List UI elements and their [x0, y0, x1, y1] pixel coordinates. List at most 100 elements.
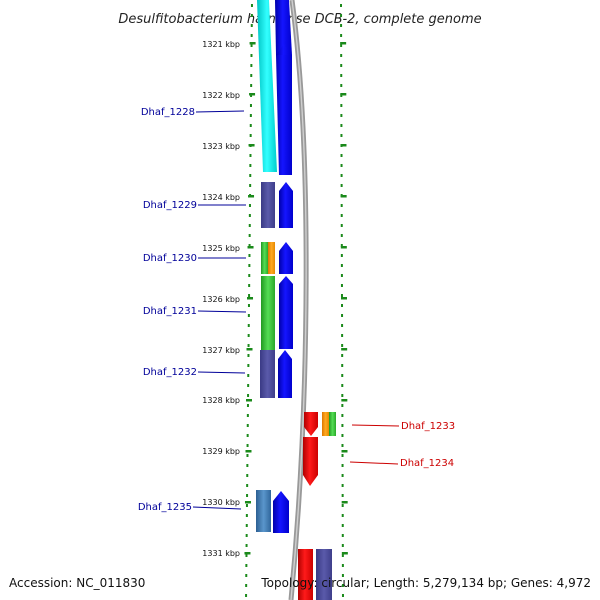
scale-label-1328: 1328 kbp	[202, 396, 240, 405]
left-rail-major-tick	[249, 93, 256, 96]
gene-arrow-dhaf-1234[interactable]	[303, 437, 318, 486]
right-rail-major-tick	[341, 501, 348, 504]
gene-arrow-dhaf-1231[interactable]	[279, 276, 293, 349]
left-rail-dot	[245, 584, 248, 587]
right-rail-dot	[340, 84, 343, 87]
scale-label-1325: 1325 kbp	[202, 244, 240, 253]
right-rail-dot	[340, 4, 343, 7]
forward-genes	[273, 0, 293, 533]
right-rail-dot	[341, 354, 344, 357]
band-dhaf-1231[interactable]	[261, 276, 275, 350]
right-rail-dot	[341, 494, 344, 497]
left-rail-dot	[248, 204, 251, 207]
right-rail-dot	[341, 374, 344, 377]
right-rail-dot	[341, 564, 344, 567]
right-tick-rail	[340, 4, 348, 597]
gene-label-dhaf-1232[interactable]: Dhaf_1232	[143, 367, 197, 378]
left-rail-major-tick	[246, 348, 253, 351]
left-rail-dot	[250, 84, 253, 87]
right-rail-dot	[341, 594, 344, 597]
left-rail-dot	[245, 544, 248, 547]
right-rail-dot	[341, 534, 344, 537]
gene-label-dhaf-1228[interactable]: Dhaf_1228	[141, 107, 195, 118]
left-rail-dot	[250, 74, 253, 77]
left-rail-major-tick	[248, 144, 255, 147]
left-rail-dot	[248, 254, 251, 257]
right-rail-dot	[340, 34, 343, 37]
left-rail-dot	[245, 594, 248, 597]
left-rail-dot	[247, 374, 250, 377]
right-rail-dot	[341, 444, 344, 447]
right-rail-major-tick	[340, 297, 347, 300]
left-rail-dot	[248, 214, 251, 217]
right-rail-dot	[340, 214, 343, 217]
feature-bands	[256, 0, 332, 600]
left-rail-dot	[250, 64, 253, 67]
left-rail-dot	[250, 44, 253, 47]
gene-arrow-bottom[interactable]	[298, 549, 313, 600]
right-rail-dot	[341, 524, 344, 527]
band-dhaf-1235[interactable]	[256, 490, 271, 532]
left-rail-dot	[245, 564, 248, 567]
gene-arrow-dhaf-1228[interactable]	[275, 0, 292, 175]
band-dhaf-1228[interactable]	[257, 0, 277, 172]
right-rail-major-tick	[340, 42, 347, 45]
right-rail-dot	[340, 224, 343, 227]
left-rail-dot	[246, 404, 249, 407]
gene-label-dhaf-1231[interactable]: Dhaf_1231	[143, 306, 197, 317]
gene-arrow-dhaf-1233[interactable]	[304, 412, 318, 436]
right-rail-dot	[341, 424, 344, 427]
left-rail-dot	[248, 284, 251, 287]
band-dhaf-1229[interactable]	[261, 182, 275, 228]
scale-label-1324: 1324 kbp	[202, 193, 240, 202]
gene-label-dhaf-1233[interactable]: Dhaf_1233	[401, 421, 455, 432]
scale-label-1327: 1327 kbp	[202, 346, 240, 355]
right-rail-dot	[341, 574, 344, 577]
gene-arrow-dhaf-1235[interactable]	[273, 491, 289, 533]
band-dhaf-1233-orange[interactable]	[322, 412, 329, 436]
left-rail-dot	[247, 364, 250, 367]
right-rail-dot	[341, 464, 344, 467]
right-rail-dot	[340, 244, 343, 247]
gene-arrow-dhaf-1229[interactable]	[279, 182, 293, 228]
left-rail-dot	[247, 304, 250, 307]
gene-arrow-dhaf-1232[interactable]	[278, 350, 292, 398]
left-rail-major-tick	[249, 42, 256, 45]
band-dhaf-1230-orange[interactable]	[268, 242, 275, 274]
left-rail-dot	[248, 274, 251, 277]
left-rail-dot	[249, 164, 252, 167]
band-dhaf-1230-green[interactable]	[261, 242, 268, 274]
left-rail-dot	[247, 394, 250, 397]
connector-dhaf-1233	[351, 424, 400, 427]
connector-dhaf-1234	[349, 461, 399, 465]
gene-label-dhaf-1234[interactable]: Dhaf_1234	[400, 458, 454, 469]
scale-label-1331: 1331 kbp	[202, 549, 240, 558]
right-rail-dot	[341, 474, 344, 477]
right-rail-dot	[341, 454, 344, 457]
right-rail-dot	[341, 394, 344, 397]
left-rail-dot	[250, 4, 253, 7]
right-rail-major-tick	[340, 195, 347, 198]
gene-label-dhaf-1230[interactable]: Dhaf_1230	[143, 253, 197, 264]
connector-dhaf-1231	[197, 310, 247, 313]
gene-label-dhaf-1235[interactable]: Dhaf_1235	[138, 502, 192, 513]
band-dhaf-1232[interactable]	[260, 350, 275, 398]
left-rail-dot	[247, 324, 250, 327]
topology-text: Topology: circular; Length: 5,279,134 bp…	[260, 576, 591, 590]
gene-arrow-dhaf-1230[interactable]	[279, 242, 293, 274]
right-rail-dot	[341, 414, 344, 417]
left-rail-dot	[248, 264, 251, 267]
gene-labels: Dhaf_1228 Dhaf_1229 Dhaf_1230 Dhaf_1231 …	[138, 107, 455, 513]
gene-label-dhaf-1229[interactable]: Dhaf_1229	[143, 200, 197, 211]
right-rail-dot	[340, 44, 343, 47]
left-rail-dot	[247, 354, 250, 357]
left-tick-rail	[244, 4, 256, 597]
right-rail-dot	[340, 234, 343, 237]
connector-dhaf-1228	[195, 110, 245, 113]
left-rail-dot	[245, 574, 248, 577]
left-rail-dot	[247, 314, 250, 317]
band-right-slate[interactable]	[316, 549, 332, 600]
band-dhaf-1233-green[interactable]	[329, 412, 336, 436]
left-rail-dot	[245, 514, 248, 517]
gene-arrow-dhaf-1228-head[interactable]	[276, 44, 292, 55]
